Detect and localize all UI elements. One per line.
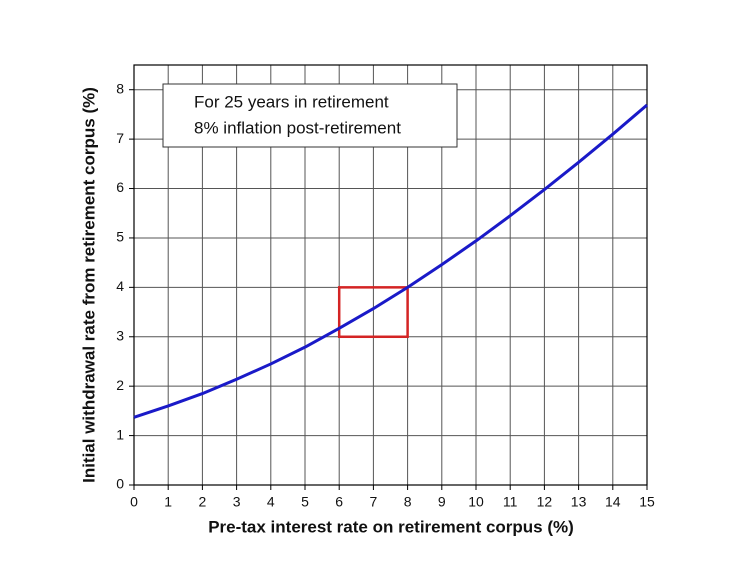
y-tick-label: 3 bbox=[116, 327, 124, 343]
y-tick-label: 7 bbox=[116, 130, 124, 146]
highlight-box bbox=[337, 286, 409, 339]
annotation: 8% inflation post-retirement bbox=[194, 118, 401, 137]
y-tick-label: 2 bbox=[116, 377, 124, 393]
y-tick-label: 0 bbox=[116, 476, 124, 492]
plot-frame bbox=[133, 64, 648, 486]
x-tick-label: 8 bbox=[404, 494, 412, 510]
x-tick-label: 13 bbox=[571, 494, 587, 510]
x-tick-label: 6 bbox=[335, 494, 343, 510]
x-tick-label: 14 bbox=[605, 494, 621, 510]
x-tick-label: 2 bbox=[199, 494, 207, 510]
x-tick-label: 0 bbox=[130, 494, 138, 510]
x-tick-label: 5 bbox=[301, 494, 309, 510]
y-tick-label: 8 bbox=[116, 80, 124, 96]
y-tick-label: 5 bbox=[116, 229, 124, 245]
x-tick-label: 15 bbox=[639, 494, 655, 510]
x-tick-label: 9 bbox=[438, 494, 446, 510]
y-tick-label: 6 bbox=[116, 179, 124, 195]
y-tick-label: 4 bbox=[116, 278, 124, 294]
data-line bbox=[133, 103, 648, 419]
x-tick-label: 4 bbox=[267, 494, 275, 510]
x-tick-label: 3 bbox=[233, 494, 241, 510]
annotation-box bbox=[162, 83, 458, 148]
x-tick-label: 12 bbox=[537, 494, 553, 510]
x-tick-label: 10 bbox=[468, 494, 484, 510]
annotation: For 25 years in retirement bbox=[194, 92, 389, 111]
x-tick-label: 1 bbox=[164, 494, 172, 510]
x-axis-title: Pre-tax interest rate on retirement corp… bbox=[208, 517, 574, 536]
x-tick-label: 7 bbox=[370, 494, 378, 510]
x-tick-label: 11 bbox=[503, 494, 518, 510]
y-axis-title: Initial withdrawal rate from retirement … bbox=[79, 87, 98, 483]
y-tick-label: 1 bbox=[116, 426, 124, 442]
